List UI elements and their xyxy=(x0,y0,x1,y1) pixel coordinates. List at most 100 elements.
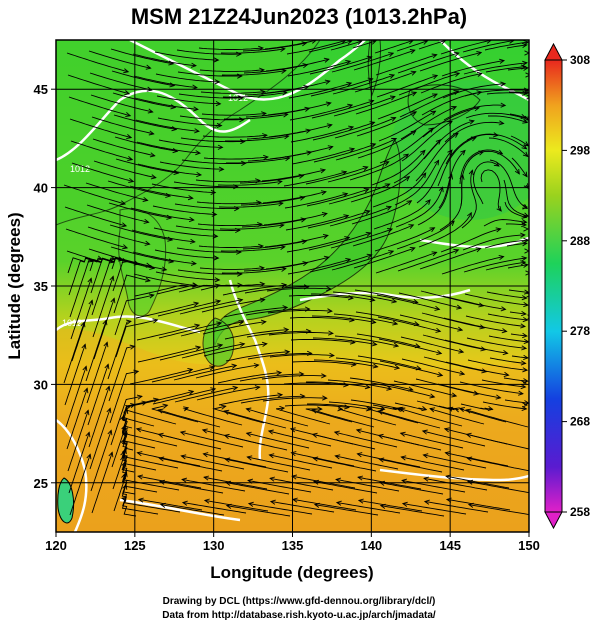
streamline-arrowhead xyxy=(323,57,330,63)
streamline xyxy=(198,245,263,248)
streamline-arrowhead xyxy=(409,49,416,55)
streamline xyxy=(107,180,171,197)
streamline xyxy=(112,260,155,292)
streamline-arrowhead xyxy=(390,116,397,122)
streamline xyxy=(351,200,412,225)
streamline xyxy=(463,62,527,75)
streamline-arrowhead xyxy=(247,501,254,507)
streamline-arrowhead xyxy=(409,246,416,252)
streamline xyxy=(122,497,181,513)
streamline-arrowhead xyxy=(121,424,127,431)
streamline-arrowhead xyxy=(501,328,508,334)
streamline-arrowhead xyxy=(220,404,227,410)
streamline xyxy=(358,499,423,512)
isobar-label: 1012 xyxy=(62,318,82,328)
streamline xyxy=(261,375,326,380)
streamline xyxy=(488,335,529,343)
streamline xyxy=(115,158,179,174)
streamline xyxy=(130,207,194,221)
streamline-arrowhead xyxy=(392,320,399,326)
streamline-arrowhead xyxy=(170,104,177,110)
streamline-arrowhead xyxy=(399,407,406,413)
streamline-arrowhead xyxy=(521,144,528,150)
streamline xyxy=(306,381,370,388)
streamline xyxy=(270,501,335,513)
colorbar-tick-label: 288 xyxy=(570,234,590,248)
streamline-arrowhead xyxy=(122,471,128,478)
streamline-arrowhead xyxy=(157,432,164,438)
streamline-arrowhead xyxy=(217,343,224,349)
streamline xyxy=(468,504,529,515)
streamline-arrowhead xyxy=(213,57,220,63)
streamline-arrowhead xyxy=(370,319,377,325)
streamline xyxy=(246,408,309,427)
streamline-arrowhead xyxy=(344,236,351,242)
streamline xyxy=(87,364,109,426)
streamline-arrowhead xyxy=(431,251,438,257)
streamline xyxy=(268,430,332,447)
streamline-arrowhead xyxy=(157,408,164,414)
streamline xyxy=(313,143,376,163)
streamline-arrowhead xyxy=(453,407,460,413)
streamline xyxy=(157,300,221,317)
streamline-arrowhead xyxy=(104,363,110,370)
streamline-arrowhead xyxy=(451,105,458,111)
streamline xyxy=(87,226,150,245)
streamline xyxy=(424,477,488,491)
streamline-arrowhead xyxy=(241,160,247,166)
streamline xyxy=(380,505,445,517)
streamline-arrowhead xyxy=(349,147,356,153)
streamline-arrowhead xyxy=(322,233,329,239)
streamline xyxy=(226,157,290,164)
streamline-arrowhead xyxy=(453,51,460,57)
streamline xyxy=(485,66,526,73)
streamline-arrowhead xyxy=(283,327,290,333)
streamline xyxy=(459,149,503,185)
streamline xyxy=(224,329,289,340)
streamline xyxy=(85,182,148,201)
streamline-arrowhead xyxy=(195,150,202,156)
streamline xyxy=(151,183,216,194)
streamline xyxy=(311,100,374,119)
streamline-arrowhead xyxy=(107,429,113,436)
streamline xyxy=(507,264,528,269)
streamline-arrowhead xyxy=(188,389,195,395)
colorbar-gradient xyxy=(544,59,563,513)
streamline-arrowhead xyxy=(523,237,529,244)
streamline xyxy=(312,409,375,428)
streamline xyxy=(266,287,331,292)
streamline xyxy=(305,166,368,185)
streamline-arrowhead xyxy=(530,359,535,363)
streamline xyxy=(424,501,489,513)
streamline xyxy=(511,355,528,359)
streamline xyxy=(157,117,222,127)
streamline xyxy=(200,91,265,94)
streamline xyxy=(289,316,354,321)
streamline xyxy=(400,432,464,449)
streamline xyxy=(108,202,172,219)
streamline xyxy=(177,269,242,275)
streamline xyxy=(486,291,527,299)
streamline-arrowhead xyxy=(196,172,203,178)
streamline xyxy=(247,352,312,360)
streamline xyxy=(486,92,527,95)
streamline xyxy=(113,274,151,314)
streamline xyxy=(225,351,290,362)
streamline xyxy=(336,478,400,492)
streamline-arrowhead xyxy=(259,297,266,303)
streamline-arrowhead xyxy=(106,407,112,414)
streamline xyxy=(198,47,263,50)
streamline-arrowhead xyxy=(254,385,261,391)
streamline-arrowhead xyxy=(223,409,230,415)
streamline xyxy=(307,403,371,411)
streamline xyxy=(464,293,529,306)
streamline xyxy=(371,382,435,398)
streamline xyxy=(464,89,529,97)
streamline-arrowhead xyxy=(363,187,370,193)
streamline-arrowhead xyxy=(87,277,93,284)
streamline xyxy=(70,278,92,340)
streamline-arrowhead xyxy=(321,373,327,379)
streamline xyxy=(327,161,389,183)
streamline-arrowhead xyxy=(521,405,528,412)
streamline-arrowhead xyxy=(190,62,197,68)
